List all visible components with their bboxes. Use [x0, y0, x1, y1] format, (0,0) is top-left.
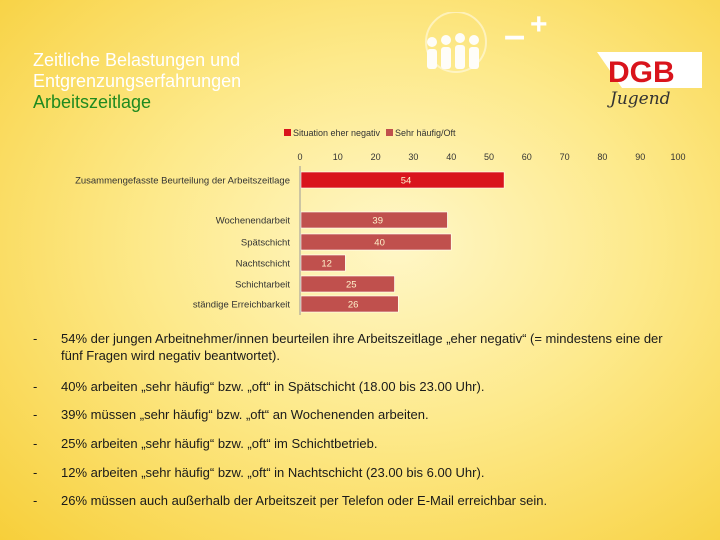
bars — [300, 171, 505, 313]
x-tick-label: 80 — [597, 152, 607, 162]
data-label: 39 — [372, 216, 383, 227]
title-subtitle: Arbeitszeitlage — [33, 92, 152, 112]
data-label: 54 — [401, 176, 412, 187]
x-tick-label: 20 — [371, 152, 381, 162]
people-icon — [425, 12, 487, 73]
x-tick-label: 60 — [522, 152, 532, 162]
x-tick-label: 70 — [560, 152, 570, 162]
slide-title: Zeitliche Belastungen und Entgrenzungser… — [33, 50, 241, 113]
chart-legend: Situation eher negativ Sehr häufig/Oft — [284, 128, 456, 138]
dgb-jugend-logo: – + DGB Jugend — [425, 12, 702, 109]
legend-swatch — [284, 129, 291, 136]
bullet-dash: - — [33, 379, 38, 394]
bar — [300, 275, 395, 293]
data-label: 40 — [374, 238, 385, 249]
data-label: 12 — [321, 259, 332, 270]
bullet-text: 39% müssen „sehr häufig“ bzw. „oft“ an W… — [61, 407, 429, 422]
bullet-text: 40% arbeiten „sehr häufig“ bzw. „oft“ in… — [61, 379, 485, 394]
title-line-1: Zeitliche Belastungen und — [33, 50, 241, 70]
bullet-item: - 26% müssen auch außerhalb der Arbeitsz… — [33, 492, 547, 509]
bar-chart: Situation eher negativ Sehr häufig/Oft 0 1… — [75, 128, 686, 315]
legend-label: Sehr häufig/Oft — [395, 128, 456, 138]
bar — [300, 171, 505, 189]
category-label: Zusammengefasste Beurteilung der Arbeits… — [75, 176, 290, 187]
bullet-text: 12% arbeiten „sehr häufig“ bzw. „oft“ in… — [61, 465, 485, 480]
category-label: ständige Erreichbarkeit — [193, 300, 291, 311]
bullet-item: - 40% arbeiten „sehr häufig“ bzw. „oft“ … — [33, 378, 484, 395]
category-label: Wochenendarbeit — [216, 216, 291, 227]
x-axis-ticks: 0 10 20 30 40 50 60 70 80 90 100 — [297, 152, 685, 162]
bullet-text: 25% arbeiten „sehr häufig“ bzw. „oft“ im… — [61, 436, 378, 451]
x-tick-label: 100 — [670, 152, 685, 162]
bullet-item: - 25% arbeiten „sehr häufig“ bzw. „oft“ … — [33, 435, 377, 452]
legend-swatch — [386, 129, 393, 136]
category-label: Nachtschicht — [236, 259, 291, 270]
bullet-dash: - — [33, 493, 38, 508]
logo-script: Jugend — [607, 89, 671, 109]
bar — [300, 254, 346, 272]
title-line-2: Entgrenzungserfahrungen — [33, 71, 242, 91]
minus-glyph: – — [504, 15, 525, 57]
plus-glyph: + — [530, 12, 548, 41]
x-tick-label: 10 — [333, 152, 343, 162]
x-tick-label: 40 — [446, 152, 456, 162]
bullet-dash: - — [33, 465, 38, 480]
bar — [300, 295, 399, 313]
data-label: 25 — [346, 280, 357, 291]
bullet-item: - 12% arbeiten „sehr häufig“ bzw. „oft“ … — [33, 464, 484, 481]
bullet-item: - 54% der jungen Arbeitnehmer/innen beur… — [33, 330, 683, 364]
category-label: Schichtarbeit — [235, 280, 290, 291]
bar — [300, 211, 448, 229]
bullet-dash: - — [33, 407, 38, 422]
bullet-dash: - — [33, 436, 38, 451]
x-tick-label: 30 — [408, 152, 418, 162]
bullet-text: 54% der jungen Arbeitnehmer/innen beurte… — [61, 331, 663, 363]
x-tick-label: 50 — [484, 152, 494, 162]
bullet-dash: - — [33, 331, 38, 346]
bar — [300, 233, 452, 251]
legend-label: Situation eher negativ — [293, 128, 381, 138]
bullet-item: - 39% müssen „sehr häufig“ bzw. „oft“ an… — [33, 406, 429, 423]
x-tick-label: 90 — [635, 152, 645, 162]
logo-brand: DGB — [608, 56, 675, 89]
category-label: Spätschicht — [241, 238, 290, 249]
data-labels: 54 39 40 12 25 26 — [321, 176, 411, 311]
category-labels: Zusammengefasste Beurteilung der Arbeits… — [75, 176, 290, 311]
logo-white-band — [597, 52, 702, 88]
bullet-text: 26% müssen auch außerhalb der Arbeitszei… — [61, 493, 548, 508]
data-label: 26 — [348, 300, 359, 311]
x-tick-label: 0 — [297, 152, 302, 162]
